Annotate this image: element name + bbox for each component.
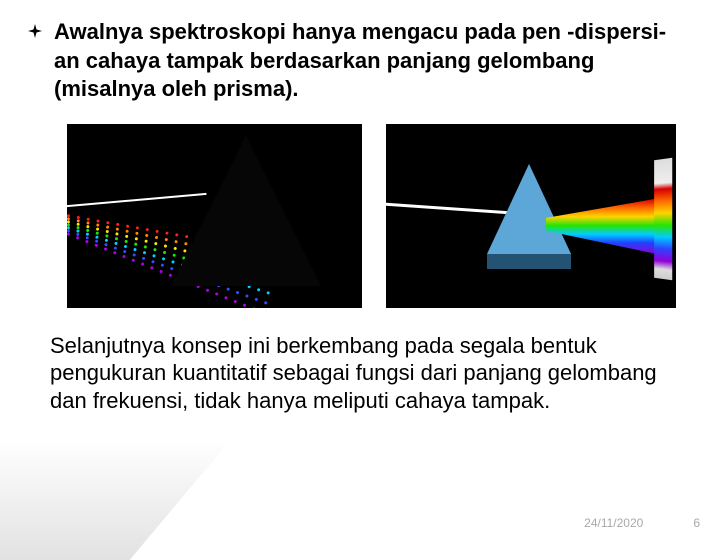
- corner-accent: [0, 440, 230, 560]
- footer-date: 24/11/2020: [584, 516, 643, 530]
- bullet-text: Awalnya spektroskopi hanya mengacu pada …: [54, 18, 690, 104]
- prism-3d-image: [386, 124, 676, 308]
- footer: 24/11/2020 6: [584, 516, 700, 530]
- bullet-item: Awalnya spektroskopi hanya mengacu pada …: [28, 18, 690, 104]
- images-row: [52, 124, 690, 308]
- footer-page: 6: [693, 516, 700, 530]
- slide-content: Awalnya spektroskopi hanya mengacu pada …: [0, 0, 720, 414]
- bullet-icon: [28, 24, 42, 43]
- paragraph-2: Selanjutnya konsep ini berkembang pada s…: [50, 332, 670, 415]
- prism-dots-image: [67, 124, 362, 308]
